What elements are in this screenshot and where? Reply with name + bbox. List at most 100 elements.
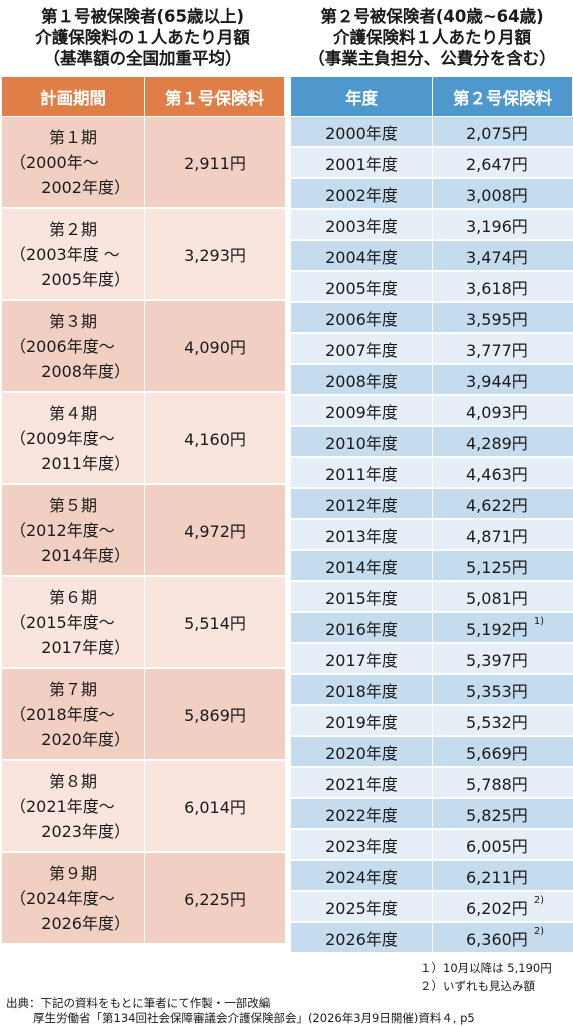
year-cell: 2017年度 bbox=[291, 644, 433, 673]
type2-panel: 第２号被保険者(40歳~64歳) 介護保険料１人あたり月額 （事業主負担分、公費… bbox=[291, 0, 573, 954]
footnote-2: ２）いずれも見込み額 bbox=[420, 979, 535, 993]
year-cell: 2021年度 bbox=[291, 768, 433, 797]
table-row: 第４期 （2009年度～ 2011年度） 4,160円 bbox=[2, 393, 285, 485]
type2-fee-cell: 4,622円 bbox=[433, 489, 573, 518]
table-row: 第３期 （2006年度～ 2008年度） 4,090円 bbox=[2, 301, 285, 393]
type2-fee-column-header: 第２号保険料 bbox=[433, 77, 573, 116]
type2-fee-cell: 5,669円 bbox=[433, 737, 573, 766]
period-cell: 第３期 （2006年度～ 2008年度） bbox=[2, 301, 145, 391]
year-cell: 2022年度 bbox=[291, 799, 433, 828]
year-cell: 2019年度 bbox=[291, 706, 433, 735]
type2-fee-cell: 6,211円 bbox=[433, 861, 573, 890]
type1-fee-column-header: 第１号保険料 bbox=[145, 77, 285, 116]
type2-fee-value: 2,075円 bbox=[466, 123, 528, 143]
type2-fee-cell: 6,005円 bbox=[433, 830, 573, 859]
period-cell: 第６期 （2015年度～ 2017年度） bbox=[2, 577, 145, 667]
year-cell: 2023年度 bbox=[291, 830, 433, 859]
type2-fee-cell: 5,125円 bbox=[433, 551, 573, 580]
table-row: 2003年度 3,196円 bbox=[291, 210, 573, 241]
type2-fee-value: 5,825円 bbox=[466, 805, 528, 825]
type2-fee-cell: 5,081円 bbox=[433, 582, 573, 611]
table-row: 2019年度 5,532円 bbox=[291, 706, 573, 737]
period-end: 2020年度） bbox=[41, 729, 130, 749]
table-row: 2015年度 5,081円 bbox=[291, 582, 573, 613]
period-end: 2002年度） bbox=[41, 177, 130, 197]
year-cell: 2020年度 bbox=[291, 737, 433, 766]
table-row: 2021年度 5,788円 bbox=[291, 768, 573, 799]
type1-fee-cell: 5,869円 bbox=[184, 706, 246, 725]
year-cell: 2016年度 bbox=[291, 613, 433, 642]
year-cell: 2015年度 bbox=[291, 582, 433, 611]
type1-fee-cell: 6,014円 bbox=[184, 798, 246, 817]
period-name: 第５期 bbox=[48, 495, 97, 515]
period-start: （2012年度～ bbox=[10, 520, 115, 540]
type2-fee-value: 5,192円 bbox=[466, 619, 528, 639]
period-cell: 第７期 （2018年度～ 2020年度） bbox=[2, 669, 145, 759]
table-row: 2013年度 4,871円 bbox=[291, 520, 573, 551]
table-row: 2012年度 4,622円 bbox=[291, 489, 573, 520]
table-row: 2017年度 5,397円 bbox=[291, 644, 573, 675]
type2-title: 第２号被保険者(40歳~64歳) 介護保険料１人あたり月額 （事業主負担分、公費… bbox=[308, 7, 556, 68]
period-name: 第１期 bbox=[48, 127, 97, 147]
table-row: 第１期 （2000年～ 2002年度） 2,911円 bbox=[2, 117, 285, 209]
type1-fee-cell: 4,090円 bbox=[184, 338, 246, 357]
period-end: 2014年度） bbox=[41, 545, 130, 565]
table-row: 2024年度 6,211円 bbox=[291, 861, 573, 892]
period-start: （2009年度～ bbox=[10, 428, 115, 448]
type2-fee-value: 3,008円 bbox=[466, 185, 528, 205]
type1-fee-cell: 3,293円 bbox=[184, 246, 246, 265]
type2-fee-value: 6,211円 bbox=[466, 867, 528, 887]
year-cell: 2026年度 bbox=[291, 923, 433, 952]
type2-fee-cell: 3,474円 bbox=[433, 241, 573, 270]
year-cell: 2008年度 bbox=[291, 365, 433, 394]
type2-fee-cell: 5,397円 bbox=[433, 644, 573, 673]
year-cell: 2005年度 bbox=[291, 272, 433, 301]
year-cell: 2009年度 bbox=[291, 396, 433, 425]
type2-fee-cell: 3,944円 bbox=[433, 365, 573, 394]
type2-table-body: 2000年度 2,075円 2001年度 2,647円 2002年度 3,008円 2003… bbox=[291, 117, 573, 954]
period-start: （2024年度～ bbox=[10, 888, 115, 908]
type1-table-header: 計画期間 第１号保険料 bbox=[2, 77, 285, 116]
type2-fee-value: 5,532円 bbox=[466, 712, 528, 732]
type2-fee-value: 2,647円 bbox=[466, 154, 528, 174]
source-line-2: 厚生労働省「第134回社会保障審議会介護保険部会」(2026年3月9日開催)資料… bbox=[33, 1011, 475, 1025]
period-start: （2015年度～ bbox=[10, 612, 115, 632]
table-row: 2007年度 3,777円 bbox=[291, 334, 573, 365]
type1-fee-cell: 6,225円 bbox=[184, 890, 246, 909]
type1-fee-cell: 5,514円 bbox=[184, 614, 246, 633]
source-citation: 出典：下記の資料をもとに筆者にて作製・一部改編 厚生労働省「第134回社会保障審… bbox=[6, 996, 475, 1026]
type2-fee-value: 6,202円 bbox=[466, 898, 528, 918]
type2-fee-cell: 5,192円 1) bbox=[433, 613, 573, 642]
year-cell: 2018年度 bbox=[291, 675, 433, 704]
type2-fee-value: 6,360円 bbox=[466, 929, 528, 949]
table-row: 2002年度 3,008円 bbox=[291, 179, 573, 210]
period-end: 2005年度） bbox=[41, 269, 130, 289]
table-row: 2000年度 2,075円 bbox=[291, 117, 573, 148]
table-row: 2001年度 2,647円 bbox=[291, 148, 573, 179]
type2-fee-cell: 6,360円 2) bbox=[433, 923, 573, 952]
period-end: 2017年度） bbox=[41, 637, 130, 657]
table-row: 2023年度 6,005円 bbox=[291, 830, 573, 861]
table-row: 第７期 （2018年度～ 2020年度） 5,869円 bbox=[2, 669, 285, 761]
footnote-marker: 2) bbox=[533, 895, 545, 906]
type2-fee-value: 3,944円 bbox=[466, 371, 528, 391]
table-row: 2020年度 5,669円 bbox=[291, 737, 573, 768]
period-end: 2026年度） bbox=[41, 913, 130, 933]
type2-fee-cell: 3,008円 bbox=[433, 179, 573, 208]
type2-fee-value: 5,081円 bbox=[466, 588, 528, 608]
table-row: 2011年度 4,463円 bbox=[291, 458, 573, 489]
year-cell: 2014年度 bbox=[291, 551, 433, 580]
period-cell: 第８期 （2021年度～ 2023年度） bbox=[2, 761, 145, 851]
type2-fee-value: 5,125円 bbox=[466, 557, 528, 577]
type1-title: 第１号被保険者(65歳以上) 介護保険料の１人あたり月額 （基準額の全国加重平均… bbox=[35, 7, 250, 68]
table-row: 第８期 （2021年度～ 2023年度） 6,014円 bbox=[2, 761, 285, 853]
type1-fee-cell: 2,911円 bbox=[184, 154, 246, 173]
period-name: 第３期 bbox=[48, 311, 97, 331]
year-cell: 2007年度 bbox=[291, 334, 433, 363]
table-row: 2005年度 3,618円 bbox=[291, 272, 573, 303]
period-start: （2006年度～ bbox=[10, 336, 115, 356]
table-row: 2014年度 5,125円 bbox=[291, 551, 573, 582]
year-cell: 2002年度 bbox=[291, 179, 433, 208]
table-row: 第９期 （2024年度～ 2026年度） 6,225円 bbox=[2, 853, 285, 945]
period-name: 第８期 bbox=[48, 771, 97, 791]
